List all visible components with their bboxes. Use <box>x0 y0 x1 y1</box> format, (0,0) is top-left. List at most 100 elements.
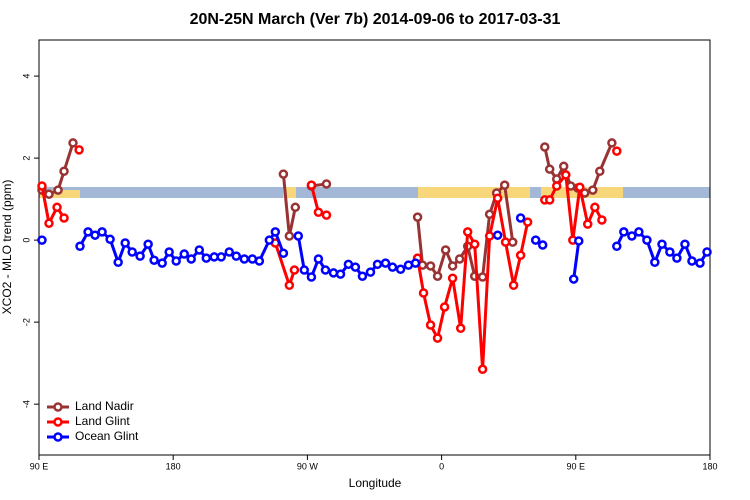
series-line <box>78 230 709 280</box>
point <box>477 272 488 282</box>
point <box>68 138 78 148</box>
point <box>290 202 301 213</box>
point <box>157 258 167 268</box>
point <box>672 253 682 263</box>
point <box>350 262 361 272</box>
point <box>439 302 450 312</box>
legend-marker <box>53 432 63 442</box>
x-tick-label: 90 E <box>567 461 586 471</box>
point <box>551 181 562 191</box>
point <box>164 247 174 257</box>
point <box>306 272 317 282</box>
point <box>120 238 130 248</box>
point <box>582 219 593 229</box>
series-line <box>41 142 614 279</box>
point <box>575 182 585 192</box>
point <box>83 227 93 237</box>
point <box>321 210 332 220</box>
point <box>105 234 115 245</box>
point <box>579 188 590 198</box>
point <box>395 264 406 274</box>
point <box>90 230 100 240</box>
point <box>612 241 622 252</box>
point <box>299 265 310 275</box>
x-tick-label: 180 <box>702 461 717 471</box>
point <box>540 142 550 152</box>
legend-label: Land Glint <box>75 414 130 428</box>
y-tick-label: -2 <box>21 318 31 326</box>
point <box>335 269 346 279</box>
point <box>425 261 436 271</box>
legend-label: Land Nadir <box>75 399 134 413</box>
point <box>313 254 324 264</box>
point <box>484 231 495 241</box>
point <box>410 258 421 268</box>
y-tick-label: -4 <box>21 400 31 408</box>
point <box>665 247 675 257</box>
point <box>515 250 526 261</box>
point <box>695 258 705 268</box>
point <box>447 273 458 284</box>
x-tick-label: 90 W <box>297 461 319 471</box>
point <box>462 227 473 237</box>
point <box>537 240 548 250</box>
point <box>477 364 488 375</box>
point <box>224 247 235 257</box>
point <box>574 236 584 246</box>
point <box>412 212 423 222</box>
point <box>320 265 331 275</box>
point <box>447 261 458 271</box>
point <box>53 185 63 195</box>
y-axis-label: XCO2 - MLO trend (ppm) <box>0 180 14 315</box>
point <box>37 235 47 245</box>
point <box>612 146 622 156</box>
point <box>544 164 555 174</box>
legend-marker <box>53 402 63 412</box>
point <box>357 271 368 281</box>
x-tick-label: 0 <box>439 461 444 471</box>
point <box>530 235 541 245</box>
point <box>627 231 637 241</box>
point <box>365 267 376 277</box>
point <box>380 258 391 268</box>
plot-frame <box>38 39 711 456</box>
point <box>455 323 466 334</box>
point <box>313 207 324 217</box>
point <box>440 245 451 255</box>
point <box>508 280 519 290</box>
legend-marker <box>53 417 63 427</box>
point <box>418 288 429 298</box>
point <box>500 237 511 247</box>
point <box>171 256 181 266</box>
x-axis-label: Longitude <box>349 476 402 490</box>
point <box>544 195 555 205</box>
point <box>143 239 153 249</box>
point <box>372 259 383 270</box>
point <box>634 227 644 237</box>
point <box>515 213 526 223</box>
y-tick-label: 4 <box>21 74 31 79</box>
point <box>387 262 398 272</box>
point <box>687 256 697 266</box>
point <box>568 274 579 284</box>
point <box>607 138 617 148</box>
point <box>194 245 205 255</box>
point <box>201 253 212 263</box>
point <box>75 241 85 252</box>
point <box>74 145 84 155</box>
point <box>239 254 250 264</box>
land-band <box>283 187 296 198</box>
surface-band <box>39 187 710 198</box>
point <box>216 252 226 262</box>
point <box>289 265 300 275</box>
point <box>44 218 54 229</box>
point <box>642 235 652 245</box>
point <box>254 256 265 266</box>
chart-title: 20N-25N March (Ver 7b) 2014-09-06 to 201… <box>190 11 561 28</box>
point <box>484 209 495 220</box>
point <box>186 254 196 264</box>
point <box>588 185 598 195</box>
point <box>558 161 569 172</box>
point <box>657 239 667 249</box>
